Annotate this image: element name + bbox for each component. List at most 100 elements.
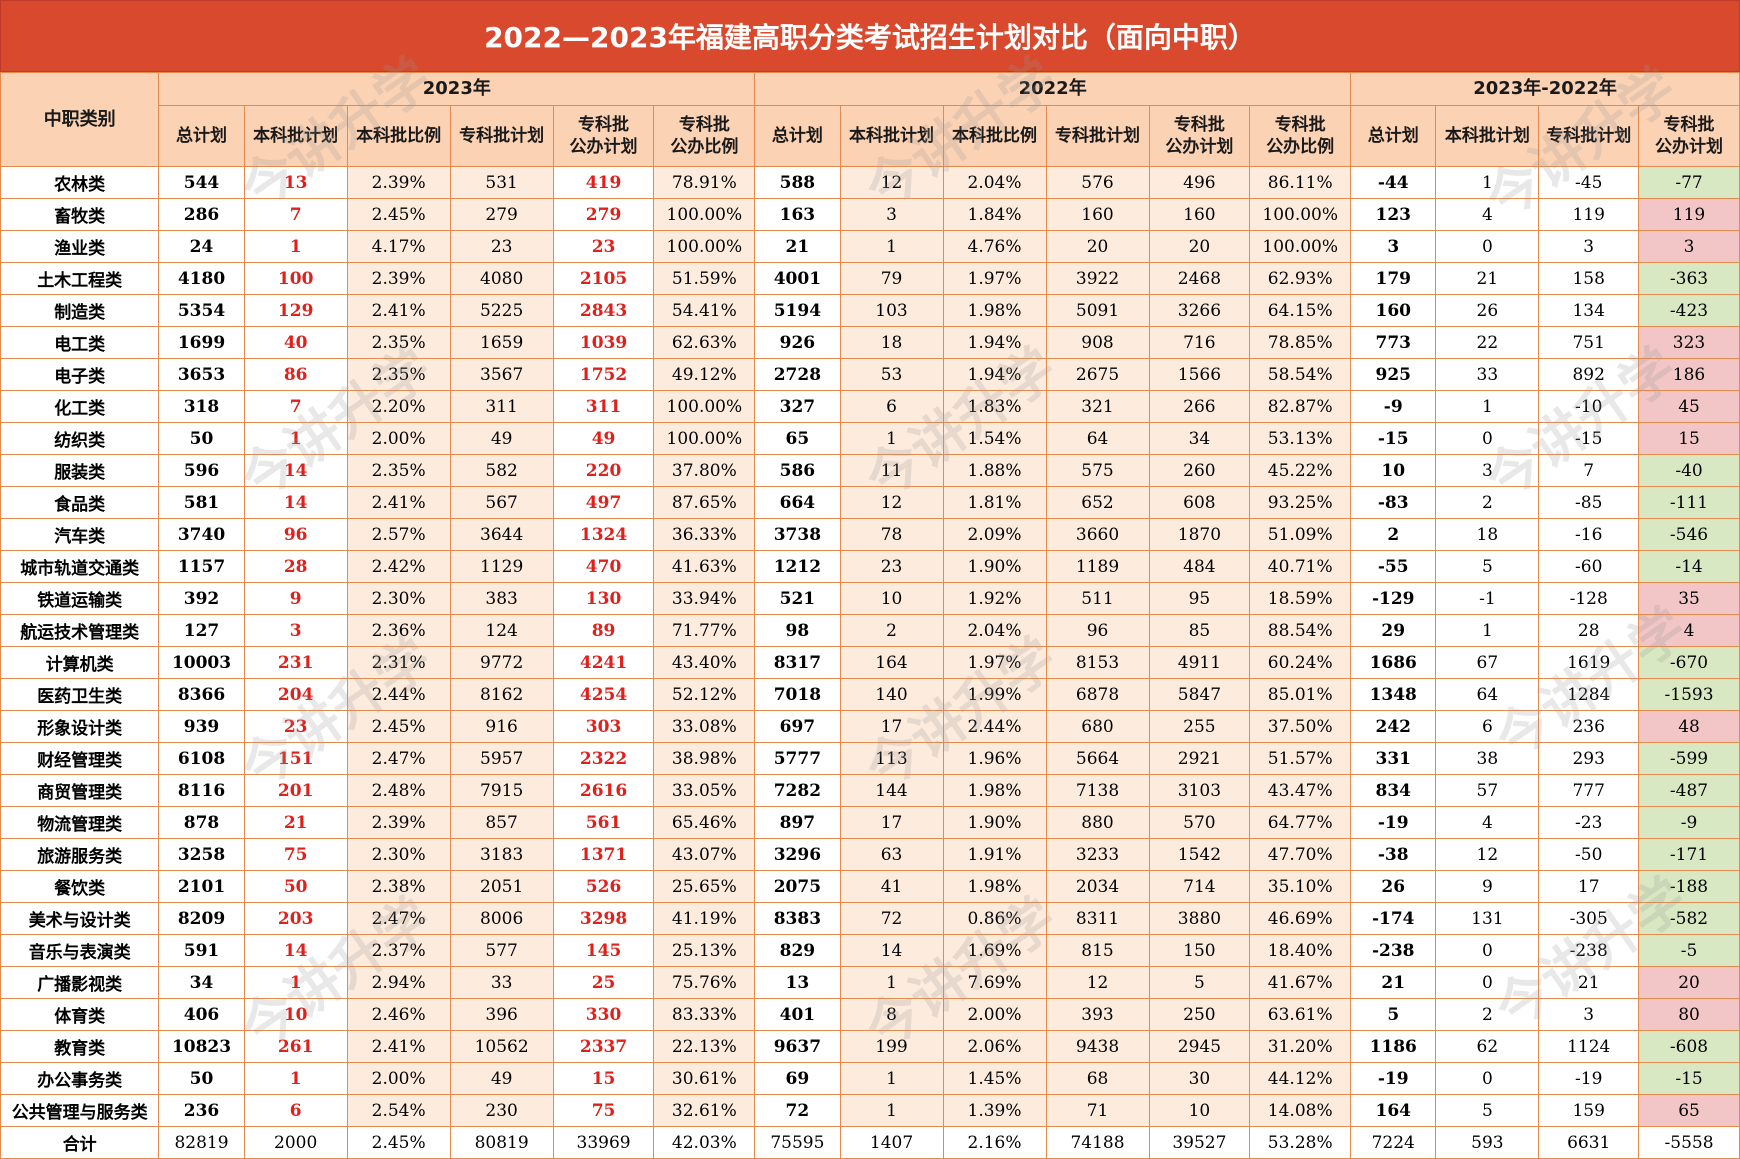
cell: 261 [243,1030,348,1063]
cell: 89 [552,614,655,647]
cell: 511 [1045,582,1150,615]
cell: 5 [1148,966,1251,999]
cell: 34 [158,966,245,999]
cell: 5354 [158,294,245,327]
cell: 80 [1638,998,1740,1031]
cell: -1593 [1638,678,1740,711]
cell: 0 [1435,966,1540,999]
cell: 40.71% [1249,550,1352,583]
header-2022-col-1: 本科批计划 [839,105,944,167]
cell: 9772 [449,646,554,679]
cell: 34 [1148,422,1251,455]
row-category: 体育类 [0,998,160,1031]
cell: 1619 [1538,646,1640,679]
cell: 79 [839,262,944,295]
cell: 3660 [1045,518,1150,551]
cell: 7.69% [942,966,1047,999]
cell: 892 [1538,358,1640,391]
table-row: 医药卫生类 8366 204 2.44% 8162 4254 52.12% 7018 140 1.… [0,678,1740,711]
header-2023-col-5: 专科批 公办比例 [653,105,756,167]
cell: -608 [1638,1030,1740,1063]
cell: 96 [243,518,348,551]
cell: 5847 [1148,678,1251,711]
cell: 1.39% [942,1094,1047,1127]
cell: 2.57% [346,518,451,551]
cell: 2.35% [346,454,451,487]
cell: 1.98% [942,774,1047,807]
cell: 1.94% [942,326,1047,359]
cell: 7282 [754,774,841,807]
cell: 327 [754,390,841,423]
cell: 3922 [1045,262,1150,295]
cell: 43.40% [653,646,756,679]
cell: 1686 [1350,646,1437,679]
cell: 26 [1350,870,1437,903]
cell: 49 [449,1062,554,1095]
row-category: 合计 [0,1126,160,1159]
cell: 65 [1638,1094,1740,1127]
cell: 6 [839,390,944,423]
cell: 85 [1148,614,1251,647]
cell: 8209 [158,902,245,935]
cell: 311 [449,390,554,423]
cell: 158 [1538,262,1640,295]
table-row: 农林类 544 13 2.39% 531 419 78.91% 588 12 2.04% 576 49… [0,166,1740,199]
row-category: 计算机类 [0,646,160,679]
cell: 201 [243,774,348,807]
cell: 751 [1538,326,1640,359]
cell: -487 [1638,774,1740,807]
cell: -128 [1538,582,1640,615]
row-category: 渔业类 [0,230,160,263]
cell: 3266 [1148,294,1251,327]
cell: -14 [1638,550,1740,583]
cell: 777 [1538,774,1640,807]
cell: 2.45% [346,198,451,231]
table-row: 土木工程类 4180 100 2.39% 4080 2105 51.59% 4001 79 1.9… [0,262,1740,295]
header-group-diff: 2023年-2022年 [1350,72,1740,106]
cell: 75 [552,1094,655,1127]
cell: 2.09% [942,518,1047,551]
cell: 2.41% [346,294,451,327]
cell: 2.39% [346,262,451,295]
plan-comparison-table: 中职类别 2023年 2022年 2023年-2022年 总计划 本科批计划 本科批… [0,72,1740,1159]
cell: -174 [1350,902,1437,935]
table-row: 纺织类 50 1 2.00% 49 49 100.00% 65 1 1.54% 64 34 53.13%… [0,422,1740,455]
cell: 3233 [1045,838,1150,871]
header-2023-col-4: 专科批 公办计划 [552,105,655,167]
table-row: 铁道运输类 392 9 2.30% 383 130 33.94% 521 10 1.92% 511 9… [0,582,1740,615]
cell: 40 [243,326,348,359]
cell: 1 [839,1094,944,1127]
table-row: 航运技术管理类 127 3 2.36% 124 89 71.77% 98 2 2.04% 96 85 8… [0,614,1740,647]
cell: 8116 [158,774,245,807]
cell: 75.76% [653,966,756,999]
cell: 160 [1045,198,1150,231]
cell: 140 [839,678,944,711]
cell: 6631 [1538,1126,1640,1159]
row-category: 办公事务类 [0,1062,160,1095]
row-category: 食品类 [0,486,160,519]
cell: 80819 [449,1126,554,1159]
header-category: 中职类别 [0,72,160,167]
cell: 49.12% [653,358,756,391]
cell: 131 [1435,902,1540,935]
header-group-2023: 2023年 [158,72,756,106]
cell: 46.69% [1249,902,1352,935]
header-diff-col-3: 专科批 公办计划 [1638,105,1740,167]
cell: 2.39% [346,166,451,199]
cell: -15 [1538,422,1640,455]
cell: 87.65% [653,486,756,519]
cell: -5558 [1638,1126,1740,1159]
row-category: 餐饮类 [0,870,160,903]
cell: 51.59% [653,262,756,295]
cell: 396 [449,998,554,1031]
cell: 1 [839,422,944,455]
table-row: 食品类 581 14 2.41% 567 497 87.65% 664 12 1.81% 652 60… [0,486,1740,519]
cell: 159 [1538,1094,1640,1127]
cell: 2616 [552,774,655,807]
cell: -83 [1350,486,1437,519]
cell: 100 [243,262,348,295]
cell: -423 [1638,294,1740,327]
cell: 10 [243,998,348,1031]
cell: 0 [1435,1062,1540,1095]
row-category: 服装类 [0,454,160,487]
